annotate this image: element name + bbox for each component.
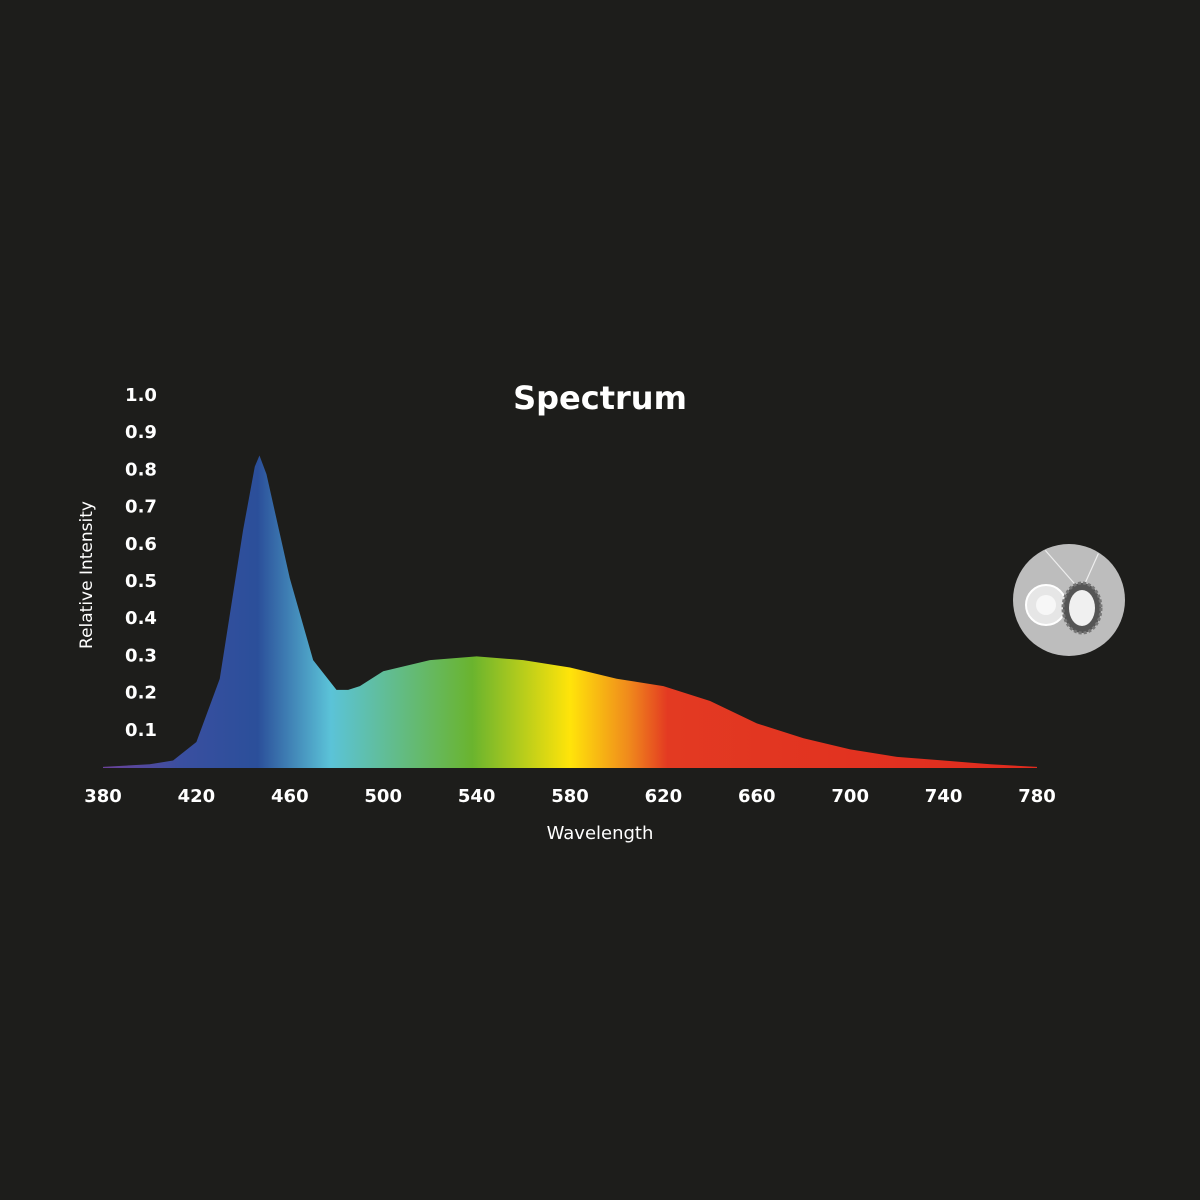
y-axis-label: Relative Intensity [77,501,97,649]
y-tick-label: 0.7 [125,497,157,518]
x-tick-label: 700 [831,786,869,807]
spectrum-area [103,455,1037,768]
y-tick-label: 0.2 [125,683,157,704]
x-tick-label: 540 [458,786,496,807]
x-tick-label: 420 [178,786,216,807]
x-tick-label: 500 [364,786,402,807]
y-tick-label: 0.9 [125,422,157,443]
x-tick-label: 580 [551,786,589,807]
x-tick-label: 380 [84,786,122,807]
x-tick-label: 780 [1018,786,1056,807]
chart-title: Spectrum [513,379,687,417]
y-tick-label: 0.5 [125,571,157,592]
y-tick-label: 0.4 [125,608,157,629]
y-tick-label: 1.0 [125,385,157,406]
product-thumbnail [1013,544,1125,656]
x-axis-label: Wavelength [547,823,654,844]
x-tick-label: 460 [271,786,309,807]
y-tick-label: 0.6 [125,534,157,555]
x-tick-label: 740 [925,786,963,807]
y-tick-label: 0.3 [125,645,157,666]
x-tick-label: 620 [645,786,683,807]
y-tick-label: 0.8 [125,459,157,480]
y-tick-label: 0.1 [125,720,157,741]
x-tick-label: 660 [738,786,776,807]
